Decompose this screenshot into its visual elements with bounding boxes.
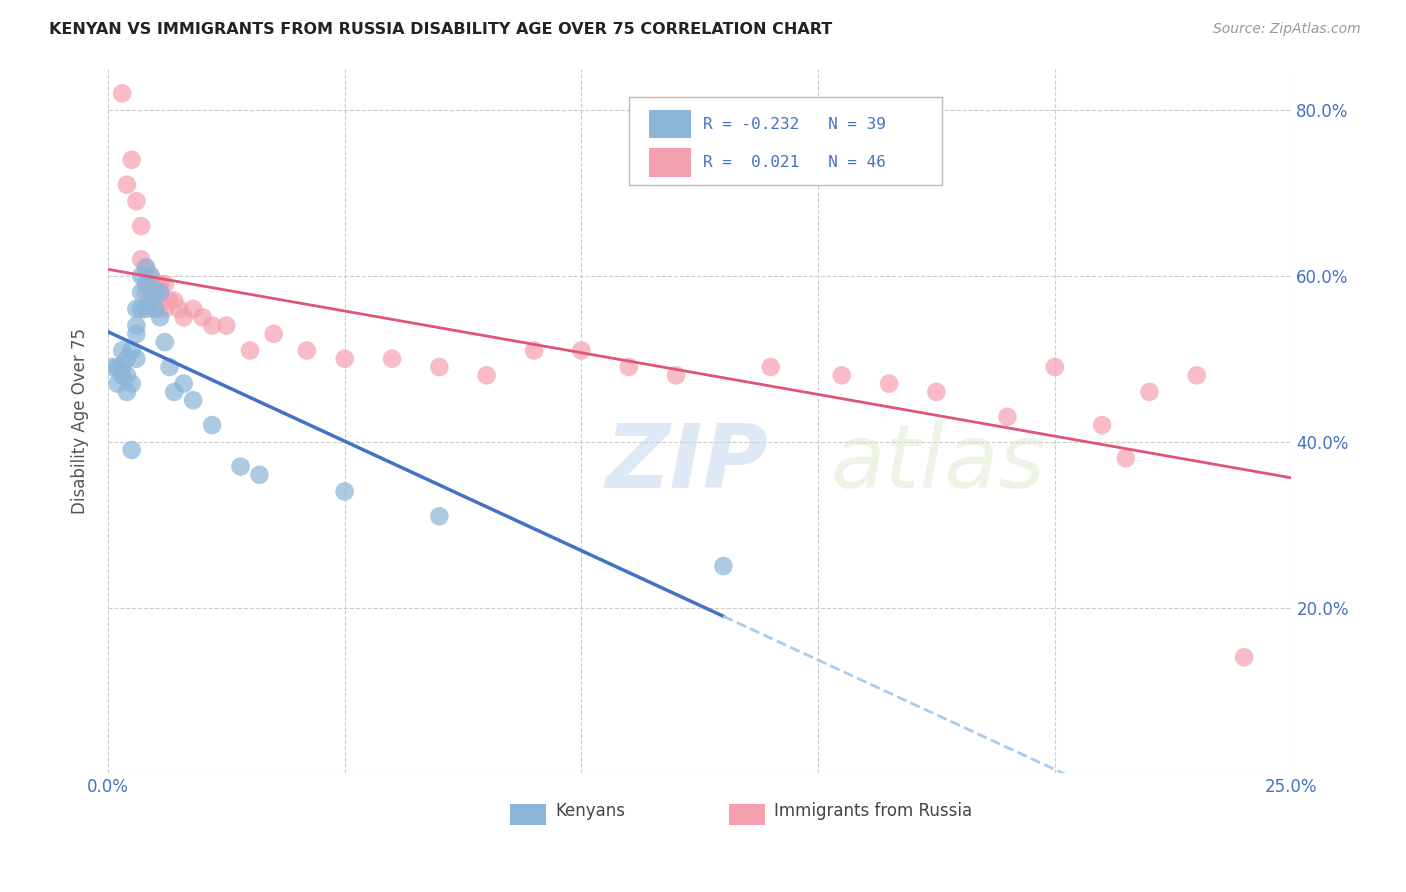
Text: Kenyans: Kenyans: [555, 802, 626, 820]
Point: [153, 301, 176, 316]
Point: [115, 368, 138, 383]
Point: [1233, 650, 1256, 665]
Point: [163, 384, 186, 399]
Point: [125, 301, 148, 316]
Point: [1185, 368, 1208, 383]
Point: [111, 87, 134, 101]
Point: [427, 359, 450, 374]
Text: Source: ZipAtlas.com: Source: ZipAtlas.com: [1213, 22, 1361, 37]
Point: [665, 368, 688, 383]
Bar: [510, 804, 546, 825]
Point: [713, 559, 735, 574]
Point: [129, 268, 152, 283]
Point: [1091, 418, 1114, 433]
Text: R =  0.021   N = 46: R = 0.021 N = 46: [703, 155, 886, 170]
Point: [617, 359, 640, 374]
Point: [333, 351, 356, 366]
Point: [229, 459, 252, 474]
Text: ZIP: ZIP: [605, 420, 768, 507]
Point: [1043, 359, 1066, 374]
Point: [143, 301, 166, 316]
Point: [381, 351, 404, 366]
Point: [143, 301, 166, 316]
Point: [111, 343, 134, 358]
Text: atlas: atlas: [830, 420, 1045, 507]
Point: [125, 326, 148, 341]
Point: [249, 467, 271, 482]
Point: [121, 153, 143, 167]
Text: KENYAN VS IMMIGRANTS FROM RUSSIA DISABILITY AGE OVER 75 CORRELATION CHART: KENYAN VS IMMIGRANTS FROM RUSSIA DISABIL…: [49, 22, 832, 37]
Point: [159, 359, 181, 374]
Point: [1139, 384, 1161, 399]
Point: [925, 384, 948, 399]
Point: [135, 277, 157, 292]
Point: [149, 277, 172, 292]
Point: [475, 368, 498, 383]
Point: [201, 418, 224, 433]
Point: [295, 343, 318, 358]
Point: [181, 301, 204, 316]
Point: [129, 252, 152, 267]
Point: [997, 409, 1019, 424]
Point: [239, 343, 262, 358]
Text: R = -0.232   N = 39: R = -0.232 N = 39: [703, 117, 886, 132]
Point: [1115, 451, 1137, 466]
Bar: [648, 111, 692, 138]
Point: [523, 343, 546, 358]
Point: [191, 310, 214, 325]
Point: [135, 285, 157, 300]
Point: [181, 393, 204, 408]
Point: [111, 359, 134, 374]
Point: [173, 310, 195, 325]
Point: [215, 318, 238, 333]
Point: [163, 293, 186, 308]
Point: [129, 301, 152, 316]
Point: [877, 376, 900, 391]
Point: [143, 285, 166, 300]
Point: [125, 318, 148, 333]
Point: [115, 178, 138, 192]
Point: [139, 268, 162, 283]
Point: [159, 293, 181, 308]
Point: [121, 376, 143, 391]
Point: [759, 359, 782, 374]
Bar: [648, 148, 692, 177]
Text: Immigrants from Russia: Immigrants from Russia: [775, 802, 973, 820]
Point: [107, 359, 129, 374]
FancyBboxPatch shape: [628, 96, 942, 185]
Point: [173, 376, 195, 391]
Point: [831, 368, 853, 383]
Point: [107, 376, 129, 391]
Point: [427, 509, 450, 524]
Bar: [730, 804, 765, 825]
Y-axis label: Disability Age Over 75: Disability Age Over 75: [72, 328, 89, 514]
Point: [149, 285, 172, 300]
Point: [121, 343, 143, 358]
Point: [149, 285, 172, 300]
Point: [111, 368, 134, 383]
Point: [121, 442, 143, 457]
Point: [153, 335, 176, 350]
Point: [201, 318, 224, 333]
Point: [149, 310, 172, 325]
Point: [139, 277, 162, 292]
Point: [135, 260, 157, 275]
Point: [101, 359, 124, 374]
Point: [139, 293, 162, 308]
Point: [129, 285, 152, 300]
Point: [569, 343, 592, 358]
Point: [125, 351, 148, 366]
Point: [115, 351, 138, 366]
Point: [167, 301, 190, 316]
Point: [115, 384, 138, 399]
Point: [129, 219, 152, 233]
Point: [125, 194, 148, 209]
Point: [263, 326, 285, 341]
Point: [333, 484, 356, 499]
Point: [139, 268, 162, 283]
Point: [135, 260, 157, 275]
Point: [143, 277, 166, 292]
Point: [153, 277, 176, 292]
Point: [135, 301, 157, 316]
